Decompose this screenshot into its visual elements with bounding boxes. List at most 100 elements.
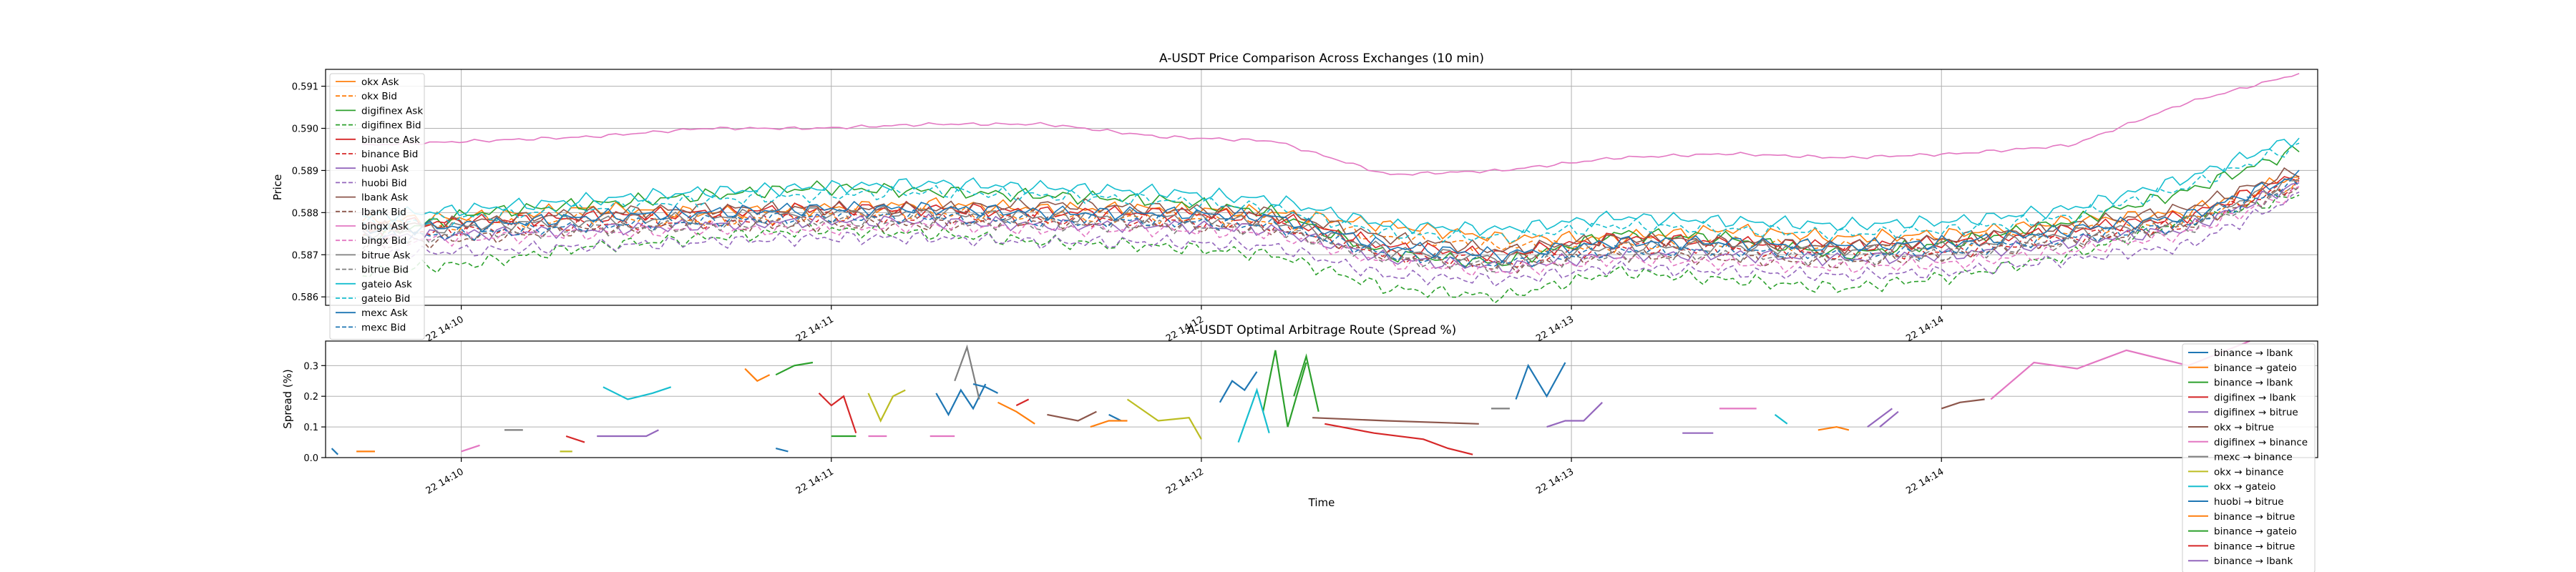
route-segment-binance-lbank <box>1262 350 1307 428</box>
route-segment-mexc-binance <box>954 344 980 400</box>
route-segment-okx-gateio <box>1774 414 1788 425</box>
x-tick-label: 22 14:14 <box>1904 314 1946 344</box>
route-segment-okx-bitrue <box>1312 417 1479 425</box>
price-chart-legend: okx Ask okx Bid digifinex Ask digifinex Bid… <box>329 73 425 340</box>
spread-chart-frame <box>325 340 2318 458</box>
series-line-huobi-bid <box>362 191 2300 287</box>
price-chart-frame <box>325 69 2318 306</box>
route-segment-binance-lbank <box>935 383 987 417</box>
series-line-bingx-ask <box>362 73 2300 176</box>
price-chart-grid <box>326 69 2318 305</box>
y-tick-label: 0.590 <box>292 124 318 135</box>
spread-chart-xticks: 22 14:10 22 14:11 22 14:12 22 14:13 22 14:14 <box>424 458 1946 497</box>
legend-box <box>2182 343 2316 572</box>
legend-label-gateio-bid: gateio Bid <box>361 293 410 305</box>
spread-chart-legend: binance → lbank binance → gateio binance →… <box>2182 343 2316 572</box>
legend-label-lbank-bid: lbank Bid <box>361 207 406 218</box>
series-line-bingx-bid <box>362 186 2300 277</box>
route-segment-huobi-bitrue <box>972 383 998 394</box>
route-segment-binance-lbank <box>775 361 814 376</box>
legend-label-digifinex-binance: digifinex → binance <box>2214 437 2308 448</box>
spread-chart-grid <box>326 341 2318 458</box>
series-line-mexc-bid <box>362 178 2300 268</box>
route-segment-okx-gateio <box>1237 387 1270 443</box>
route-segment-binance-lbank <box>1219 371 1258 403</box>
legend-label-digifinex-bid: digifinex Bid <box>361 120 421 132</box>
y-tick-label: 0.0 <box>303 453 318 464</box>
legend-box <box>329 73 425 340</box>
legend-label-okx-bitrue: okx → bitrue <box>2214 422 2274 433</box>
legend-label-binance-lbank: binance → lbank <box>2214 556 2293 567</box>
legend-label-okx-bid: okx Bid <box>361 91 397 102</box>
route-segment-digifinex-bitrue <box>1546 402 1603 428</box>
route-segment-binance-lbank <box>1867 408 1893 428</box>
legend-label-digifinex-ask: digifinex Ask <box>361 105 423 117</box>
legend-label-okx-ask: okx Ask <box>361 77 399 88</box>
route-segment-binance-gateio <box>1818 425 1850 431</box>
spread-chart-yticks: 0.0 0.1 0.2 0.3 <box>303 361 326 464</box>
route-segment-binance-bitrue <box>1090 420 1128 428</box>
legend-label-bingx-bid: bingx Bid <box>361 235 406 247</box>
route-segment-binance-gateio <box>744 368 771 383</box>
x-tick-label: 22 14:11 <box>794 314 836 344</box>
legend-label-bitrue-ask: bitrue Ask <box>361 250 411 261</box>
y-tick-label: 0.588 <box>292 208 318 219</box>
y-tick-label: 0.3 <box>303 361 318 372</box>
legend-label-digifinex-lbank: digifinex → lbank <box>2214 392 2296 403</box>
legend-label-binance-bid: binance Bid <box>361 149 418 160</box>
route-segment-binance-lbank <box>1515 362 1566 400</box>
price-chart-yticks: 0.586 0.587 0.588 0.589 0.590 0.591 <box>292 82 326 303</box>
series-line-bitrue-bid <box>362 186 2300 273</box>
price-chart-xticks: 22 14:10 22 14:11 22 14:12 22 14:13 22 14:14 <box>424 305 1946 345</box>
route-segment-digifinex-binance <box>461 444 480 453</box>
legend-label-mexc-bid: mexc Bid <box>361 322 406 333</box>
spread-chart-ylabel: Spread (%) <box>281 369 294 429</box>
legend-label-binance-gateio: binance → gateio <box>2214 526 2297 538</box>
route-segment-okx-bitrue <box>1047 410 1097 422</box>
x-tick-label: 22 14:13 <box>1534 466 1576 496</box>
x-tick-label: 22 14:13 <box>1534 314 1576 344</box>
route-segment-huobi-bitrue <box>1108 413 1122 422</box>
route-segment-digifinex-bitrue <box>597 429 659 438</box>
route-segment-okx-gateio <box>602 386 672 400</box>
y-tick-label: 0.1 <box>303 423 318 433</box>
y-tick-label: 0.2 <box>303 392 318 403</box>
series-line-gateio-ask <box>362 137 2300 237</box>
y-tick-label: 0.591 <box>292 82 318 93</box>
route-segment-okx-bitrue <box>1941 398 1985 410</box>
series-line-digifinex-bid <box>362 194 2300 305</box>
route-segment-digifinex-lbank <box>565 435 585 443</box>
legend-label-huobi-bid: huobi Bid <box>361 177 407 189</box>
route-segment-binance-gateio <box>997 401 1035 425</box>
legend-label-huobi-bitrue: huobi → bitrue <box>2214 496 2284 508</box>
legend-label-binance-lbank: binance → lbank <box>2214 378 2293 389</box>
y-tick-label: 0.587 <box>292 250 318 261</box>
series-line-bitrue-ask <box>362 177 2300 267</box>
legend-label-gateio-ask: gateio Ask <box>361 279 412 290</box>
legend-label-bitrue-bid: bitrue Bid <box>361 265 409 276</box>
legend-label-huobi-ask: huobi Ask <box>361 163 409 174</box>
route-segment-okx-binance <box>867 389 906 423</box>
route-segment-digifinex-lbank <box>818 393 857 434</box>
y-tick-label: 0.589 <box>292 166 318 177</box>
x-tick-label: 22 14:10 <box>424 314 466 344</box>
spread-chart: A-USDT Optimal Arbitrage Route (Spread %… <box>281 323 2318 572</box>
price-chart: A-USDT Price Comparison Across Exchanges… <box>271 51 2318 345</box>
legend-label-binance-ask: binance Ask <box>361 134 420 146</box>
legend-label-digifinex-bitrue: digifinex → bitrue <box>2214 407 2298 418</box>
spread-chart-title: A-USDT Optimal Arbitrage Route (Spread %… <box>1187 323 1456 337</box>
route-segment-binance-lbank <box>331 448 338 455</box>
legend-label-binance-lbank: binance → lbank <box>2214 347 2293 359</box>
route-segment-binance-lbank <box>775 448 789 453</box>
legend-label-binance-bitrue: binance → bitrue <box>2214 511 2295 523</box>
price-chart-ylabel: Price <box>271 174 284 201</box>
legend-label-okx-binance: okx → binance <box>2214 466 2283 478</box>
series-line-lbank-ask <box>362 167 2300 255</box>
route-segment-okx-binance <box>1126 398 1202 440</box>
x-tick-label: 22 14:10 <box>424 466 466 496</box>
legend-label-binance-bitrue: binance → bitrue <box>2214 541 2295 552</box>
series-line-mexc-ask <box>362 169 2300 263</box>
route-segment-digifinex-lbank <box>1324 423 1473 455</box>
series-line-gateio-bid <box>362 142 2300 244</box>
